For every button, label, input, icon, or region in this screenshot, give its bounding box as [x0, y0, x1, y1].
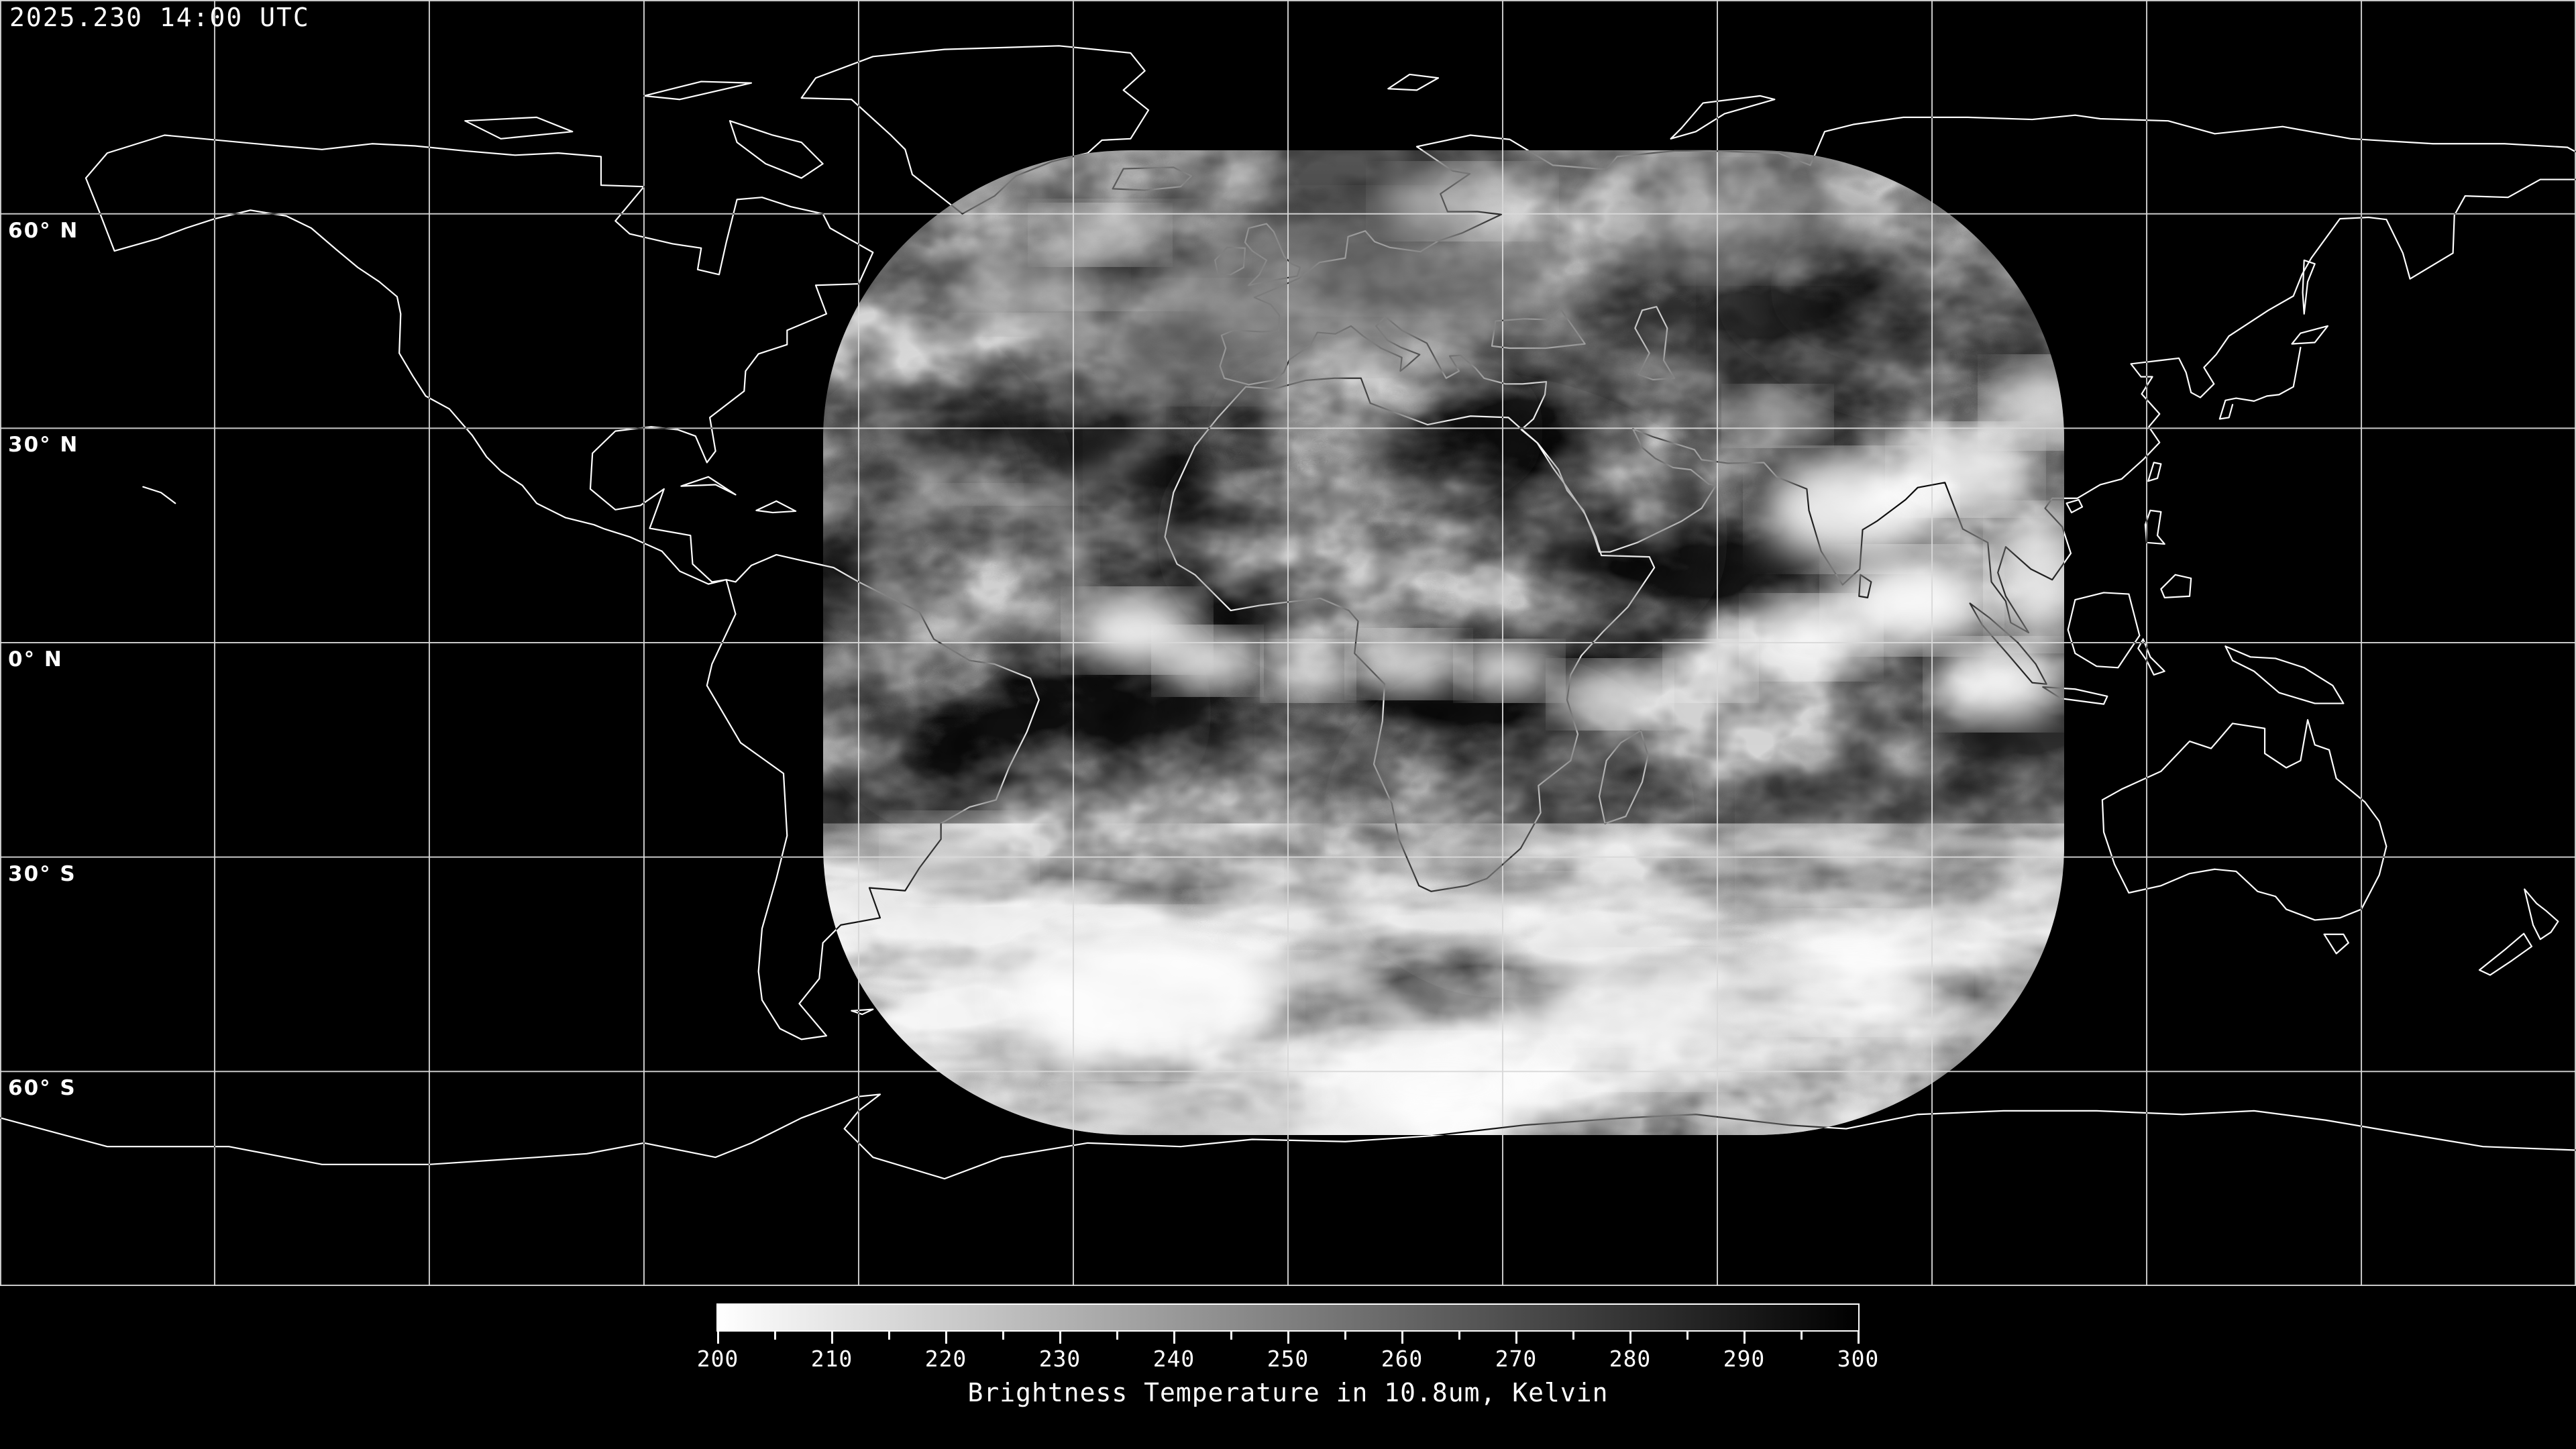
timestamp: 2025.230 14:00 UTC	[9, 3, 310, 32]
colorbar-major-tick	[1401, 1332, 1403, 1344]
colorbar-minor-tick	[1344, 1332, 1346, 1340]
coastlines	[0, 45, 2576, 1180]
coastline-path	[643, 80, 753, 101]
colorbar-tick-label: 280	[1609, 1346, 1652, 1372]
colorbar-tick-label: 240	[1152, 1346, 1195, 1372]
latitude-label: 60° N	[8, 218, 79, 243]
colorbar-tick-label: 300	[1837, 1346, 1880, 1372]
coastline-path	[142, 486, 176, 504]
coastline-path	[0, 1093, 2576, 1180]
colorbar-minor-tick	[1572, 1332, 1574, 1340]
colorbar-major-tick	[1857, 1332, 1860, 1344]
coastline-path	[680, 476, 737, 496]
coastline-path	[464, 116, 574, 140]
coastline-path	[800, 45, 1150, 215]
coastline-path	[2160, 574, 2192, 598]
coastline-path	[1969, 602, 2047, 685]
coastline-path	[2478, 932, 2533, 976]
coastline-path	[2147, 462, 2162, 482]
coastline-path	[755, 500, 797, 514]
colorbar-minor-tick	[773, 1332, 776, 1340]
coastline-path	[1164, 377, 1656, 892]
colorbar-major-tick	[1515, 1332, 1517, 1344]
coastline-path	[2302, 259, 2316, 315]
colorbar	[716, 1303, 1860, 1332]
coastline-path	[85, 134, 874, 585]
coastline-path	[1598, 729, 1649, 824]
colorbar-major-tick	[716, 1332, 719, 1344]
colorbar-minor-tick	[888, 1332, 890, 1340]
colorbar-minor-tick	[1686, 1332, 1688, 1340]
coastline-path	[2042, 686, 2108, 705]
coastline-path	[2524, 888, 2559, 941]
coastline-path	[1858, 574, 1872, 598]
colorbar-title: Brightness Temperature in 10.8um, Kelvin	[967, 1378, 1609, 1407]
colorbar-tick-label: 210	[810, 1346, 853, 1372]
latitude-label: 30° S	[8, 861, 76, 886]
colorbar-major-tick	[830, 1332, 833, 1344]
coastline-path	[2065, 498, 2084, 514]
coastline-path	[1214, 246, 1246, 276]
coastline-path	[1387, 73, 1440, 91]
graticule	[0, 0, 2576, 1286]
colorbar-tick-label: 220	[924, 1346, 967, 1372]
latitude-label: 30° N	[8, 433, 79, 458]
coastline-path	[1491, 307, 1586, 350]
coastline-path	[2144, 509, 2165, 545]
colorbar-minor-tick	[1458, 1332, 1460, 1340]
coastline-path	[2224, 645, 2345, 704]
colorbar-tick-label: 230	[1038, 1346, 1081, 1372]
colorbar-major-tick	[1743, 1332, 1746, 1344]
colorbar-tick-label: 200	[696, 1346, 739, 1372]
coastline-path	[2137, 638, 2165, 676]
colorbar-major-tick	[945, 1332, 947, 1344]
coastline-path	[2291, 325, 2329, 345]
colorbar-tick-label: 290	[1723, 1346, 1766, 1372]
coastline-path	[1634, 306, 1676, 380]
coastline-path	[706, 553, 1040, 1040]
colorbar-tick-label: 250	[1267, 1346, 1309, 1372]
coastline-path	[1244, 223, 1301, 286]
colorbar-minor-tick	[1116, 1332, 1118, 1340]
colorbar-major-tick	[1287, 1332, 1289, 1344]
colorbar-major-tick	[1173, 1332, 1175, 1344]
colorbar-minor-tick	[1230, 1332, 1232, 1340]
coastline-path	[1112, 166, 1193, 191]
colorbar-major-tick	[1629, 1332, 1631, 1344]
latitude-label: 60° S	[8, 1076, 76, 1101]
colorbar-minor-tick	[1800, 1332, 1803, 1340]
coastline-path	[2067, 592, 2141, 669]
coastline-path	[1670, 95, 1776, 140]
coastline-path	[851, 1008, 874, 1016]
colorbar-major-tick	[1059, 1332, 1061, 1344]
colorbar-gradient	[718, 1305, 1858, 1330]
colorbar-tick-label: 270	[1495, 1346, 1538, 1372]
colorbar-minor-tick	[1002, 1332, 1004, 1340]
coastline-path	[2218, 346, 2302, 420]
latitude-label: 0° N	[8, 647, 63, 672]
coastline-path	[2323, 933, 2349, 955]
colorbar-tick-label: 260	[1381, 1346, 1424, 1372]
coastline-path	[1248, 178, 2576, 634]
coastline-path	[729, 120, 824, 179]
coastline-path	[1219, 114, 2576, 386]
coastline-path	[2101, 718, 2387, 921]
